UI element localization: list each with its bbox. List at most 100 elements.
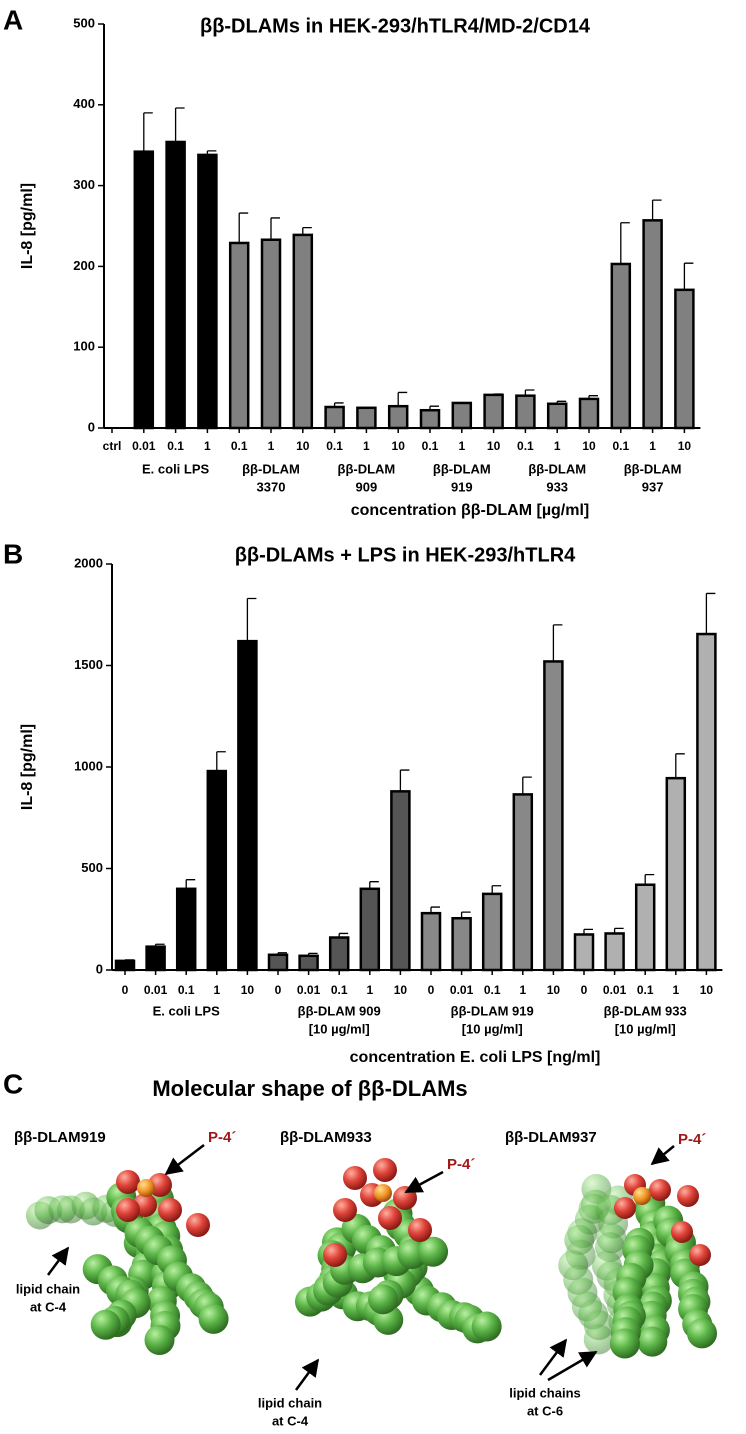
atom xyxy=(368,1284,399,1315)
lipid-label: at C-4 xyxy=(30,1299,67,1314)
y-tick-label: 1500 xyxy=(74,657,103,672)
panel-letter: B xyxy=(3,538,23,569)
x-tick-label: 1 xyxy=(554,439,561,453)
bar xyxy=(696,632,717,972)
x-tick-label: 1 xyxy=(204,439,211,453)
atom xyxy=(418,1236,449,1267)
error-bar xyxy=(238,212,249,243)
group-label: ββ-DLAM 919 xyxy=(451,1003,534,1018)
bar xyxy=(451,916,472,972)
arrow xyxy=(294,1358,320,1391)
molecule-name: ββ-DLAM933 xyxy=(280,1129,372,1146)
x-tick-label: 0.01 xyxy=(297,983,321,997)
bar xyxy=(604,932,625,972)
x-tick-label: 0.01 xyxy=(132,439,156,453)
bar xyxy=(298,954,319,972)
error-bar xyxy=(143,112,153,152)
x-tick-label: 0 xyxy=(122,983,129,997)
error-bar xyxy=(705,592,716,635)
bar xyxy=(145,945,166,972)
lipid-label: lipid chain xyxy=(258,1395,322,1410)
panel-letter: C xyxy=(3,1068,23,1099)
bar xyxy=(390,790,411,972)
phosphate-label: P-4´ xyxy=(447,1156,475,1173)
bar xyxy=(451,401,473,430)
panel-letter: A xyxy=(3,4,23,35)
group-label: ββ-DLAM 909 xyxy=(298,1003,381,1018)
atom xyxy=(378,1206,402,1230)
atom xyxy=(373,1158,397,1182)
bar xyxy=(175,887,197,972)
bar xyxy=(114,959,136,972)
bar xyxy=(642,219,663,430)
x-tick-label: 0.1 xyxy=(178,983,195,997)
group-label: ββ-DLAM xyxy=(338,461,396,476)
chart-title: ββ-DLAMs in HEK-293/hTLR4/MD-2/CD14 xyxy=(200,15,591,37)
panel-title: Molecular shape of ββ-DLAMs xyxy=(152,1076,467,1101)
atom xyxy=(333,1198,357,1222)
atom xyxy=(614,1197,636,1219)
bar xyxy=(543,660,564,972)
x-tick-label: 0.01 xyxy=(603,983,627,997)
bar xyxy=(665,776,687,972)
x-tick-label: 1 xyxy=(458,439,465,453)
arrow xyxy=(650,1145,675,1166)
error-bar xyxy=(246,597,257,642)
x-tick-label: 1 xyxy=(519,983,526,997)
group-label: ββ-DLAM xyxy=(433,461,491,476)
bar xyxy=(546,402,568,430)
bar xyxy=(165,140,186,430)
bar xyxy=(359,887,381,972)
group-label: 3370 xyxy=(257,479,286,494)
bar xyxy=(512,793,534,972)
bar xyxy=(328,936,350,972)
bar xyxy=(481,892,503,972)
bar xyxy=(483,393,504,430)
x-tick-label: 0.1 xyxy=(612,439,629,453)
x-tick-label: 0 xyxy=(275,983,282,997)
group-label: ββ-DLAM xyxy=(528,461,586,476)
atom xyxy=(374,1184,392,1202)
atom xyxy=(687,1318,718,1349)
y-tick-label: 1000 xyxy=(74,758,103,773)
x-tick-label: 0.1 xyxy=(167,439,184,453)
bar xyxy=(324,405,345,430)
error-bar xyxy=(491,885,502,894)
error-bar xyxy=(651,199,662,221)
atom xyxy=(677,1185,699,1207)
y-tick-label: 100 xyxy=(73,339,95,354)
atom xyxy=(408,1218,432,1242)
group-label: [10 µg/ml] xyxy=(615,1021,676,1036)
group-label: 937 xyxy=(642,479,664,494)
x-tick-label: 1 xyxy=(672,983,679,997)
atom xyxy=(671,1221,693,1243)
atom xyxy=(637,1326,668,1357)
atom xyxy=(116,1170,140,1194)
atom xyxy=(186,1213,210,1237)
x-tick-label: 1 xyxy=(268,439,275,453)
error-bar xyxy=(185,879,196,889)
bar xyxy=(292,233,314,430)
x-tick-label: 0 xyxy=(428,983,435,997)
y-axis-label: IL-8 [pg/ml] xyxy=(19,724,36,810)
y-tick-label: 400 xyxy=(73,96,95,111)
bar xyxy=(133,150,155,430)
error-bar xyxy=(644,873,655,885)
bar xyxy=(267,953,289,972)
x-tick-label: 1 xyxy=(366,983,373,997)
x-tick-label: 0.1 xyxy=(484,983,501,997)
error-bar xyxy=(216,751,226,772)
x-tick-label: 0.01 xyxy=(144,983,168,997)
atom xyxy=(471,1311,502,1342)
error-bar xyxy=(174,107,185,142)
atom xyxy=(144,1324,175,1355)
bar xyxy=(228,241,250,430)
bar xyxy=(387,404,409,430)
bar xyxy=(610,262,632,430)
group-label: 919 xyxy=(451,479,473,494)
x-tick-label: 0.1 xyxy=(331,983,348,997)
x-tick-label: 10 xyxy=(678,439,692,453)
bar xyxy=(206,769,228,972)
group-label: E. coli LPS xyxy=(153,1003,221,1018)
group-label: [10 µg/ml] xyxy=(309,1021,370,1036)
